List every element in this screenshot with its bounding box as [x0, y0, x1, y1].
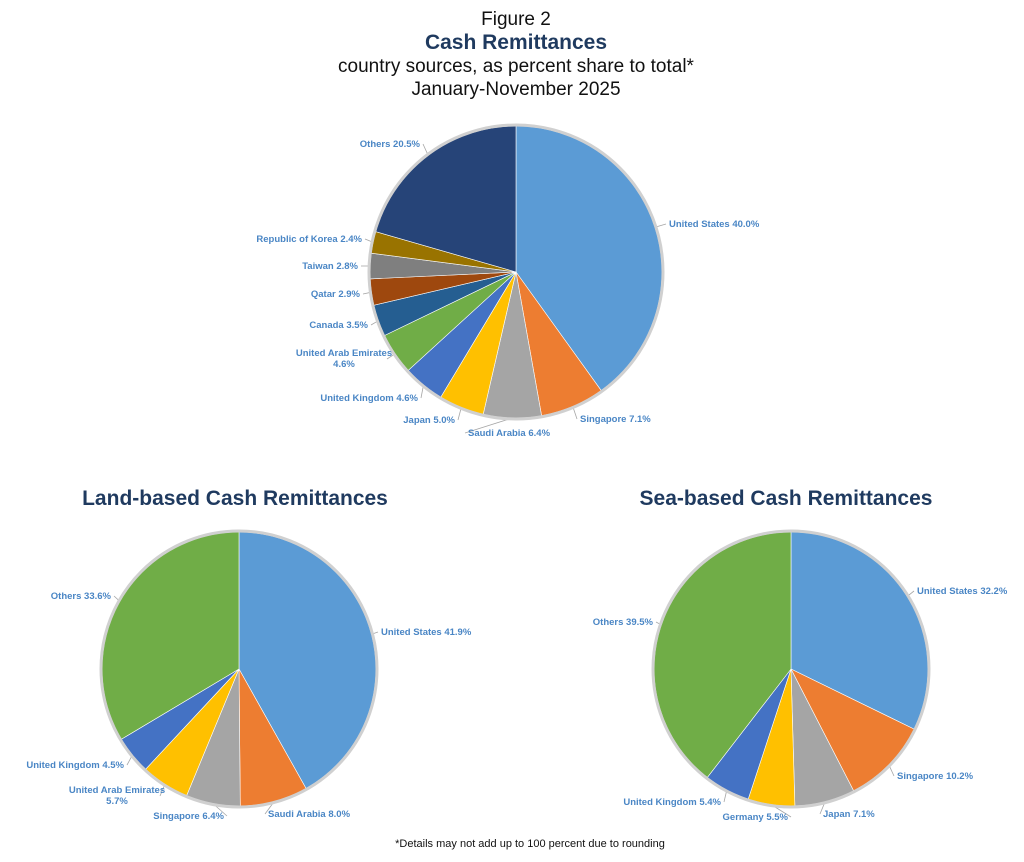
figure-subtitle: country sources, as percent share to tot… — [338, 56, 695, 77]
total-label-qatar: Qatar 2.9% — [311, 289, 361, 300]
sea-label-singapore: Singapore 10.2% — [897, 771, 974, 782]
pie-chart-sea-based: United States 32.2% Singapore 10.2% Japan … — [593, 529, 1008, 823]
figure-period: January-November 2025 — [411, 79, 620, 100]
sea-label-united-states: United States 32.2% — [917, 586, 1008, 597]
sea-label-united-kingdom: United Kingdom 5.4% — [623, 797, 721, 808]
footnote: *Details may not add up to 100 percent d… — [395, 838, 665, 850]
total-leader-saudi-arabia — [464, 417, 513, 434]
land-label-singapore: Singapore 6.4% — [153, 811, 224, 822]
total-label-united-states: United States 40.0% — [669, 219, 760, 230]
sea-chart-title: Sea-based Cash Remittances — [640, 487, 933, 510]
land-label-united-kingdom: United Kingdom 4.5% — [26, 760, 124, 771]
pie-chart-total: United States 40.0% Singapore 7.1% Saudi A… — [256, 123, 760, 439]
land-chart-title: Land-based Cash Remittances — [82, 487, 388, 510]
total-label-united-kingdom: United Kingdom 4.6% — [320, 393, 418, 404]
total-label-saudi-arabia: Saudi Arabia 6.4% — [468, 428, 551, 439]
land-pie-rim — [99, 529, 379, 809]
land-label-united-states: United States 41.9% — [381, 627, 472, 638]
total-label-canada: Canada 3.5% — [309, 320, 368, 331]
figure-title: Cash Remittances — [425, 31, 607, 54]
total-label-singapore: Singapore 7.1% — [580, 414, 651, 425]
sea-label-germany: Germany 5.5% — [723, 812, 789, 823]
sea-pie-rim — [651, 529, 931, 809]
sea-label-japan: Japan 7.1% — [823, 809, 875, 820]
figure-label: Figure 2 — [481, 9, 551, 30]
total-label-taiwan: Taiwan 2.8% — [302, 261, 358, 272]
total-label-republic-of-korea: Republic of Korea 2.4% — [256, 234, 362, 245]
total-label-united-arab-emirates: United Arab Emirates 4.6% — [296, 348, 392, 370]
land-label-united-arab-emirates: United Arab Emirates 5.7% — [69, 785, 165, 807]
total-label-others: Others 20.5% — [360, 139, 421, 150]
sea-label-others: Others 39.5% — [593, 617, 654, 628]
land-label-others: Others 33.6% — [51, 591, 112, 602]
pie-chart-land-based: United States 41.9% Saudi Arabia 8.0% Sing… — [26, 529, 472, 822]
total-pie-rim — [367, 123, 665, 421]
land-label-saudi-arabia: Saudi Arabia 8.0% — [268, 809, 351, 820]
total-label-japan: Japan 5.0% — [403, 415, 455, 426]
